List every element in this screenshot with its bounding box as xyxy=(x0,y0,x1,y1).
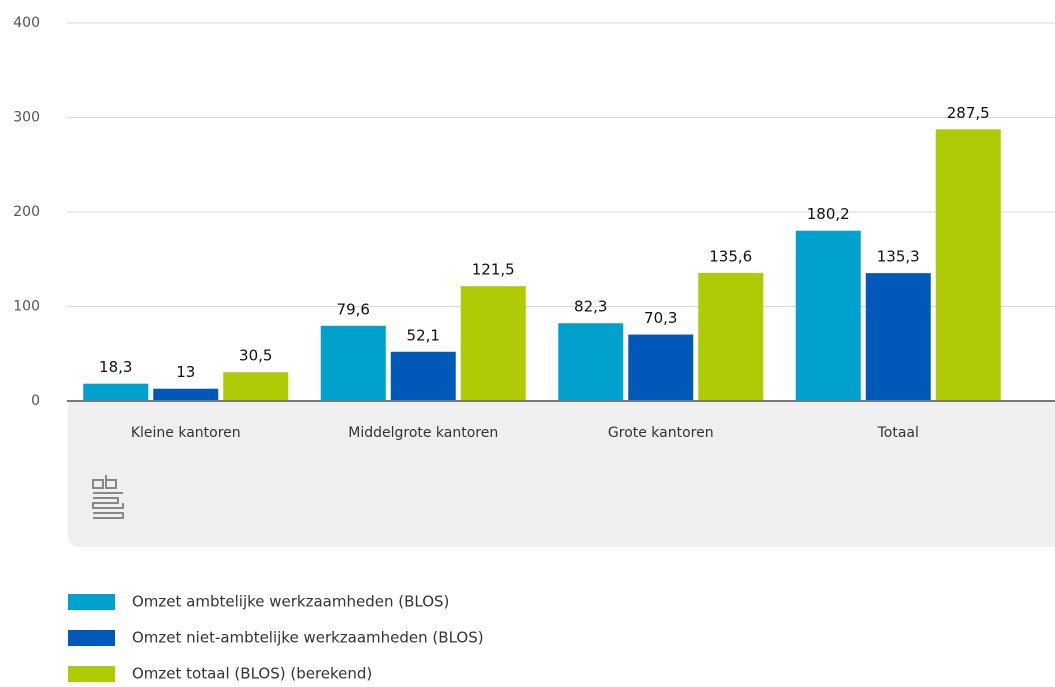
y-tick-label: 100 xyxy=(13,299,40,315)
x-tick-label: Totaal xyxy=(877,425,919,441)
value-label: 13 xyxy=(176,363,195,381)
value-label: 52,1 xyxy=(407,326,440,344)
bar xyxy=(83,383,149,401)
legend-swatch xyxy=(68,594,115,610)
y-tick-label: 400 xyxy=(13,15,40,31)
legend-label: Omzet totaal (BLOS) (berekend) xyxy=(132,665,372,683)
legend-label: Omzet niet-ambtelijke werkzaamheden (BLO… xyxy=(132,629,484,647)
legend-label: Omzet ambtelijke werkzaamheden (BLOS) xyxy=(132,593,449,611)
x-tick-label: Middelgrote kantoren xyxy=(348,425,498,441)
bar xyxy=(795,230,861,401)
value-label: 30,5 xyxy=(239,347,272,365)
value-label: 135,3 xyxy=(877,248,920,266)
bar xyxy=(390,351,456,401)
bar xyxy=(460,286,526,401)
x-tick-label: Grote kantoren xyxy=(608,425,714,441)
bar xyxy=(223,372,289,401)
x-tick-label: Kleine kantoren xyxy=(131,425,241,441)
y-tick-label: 200 xyxy=(13,204,40,220)
value-label: 180,2 xyxy=(807,205,850,223)
category-panel xyxy=(68,401,1055,547)
logo xyxy=(92,475,124,519)
value-label: 135,6 xyxy=(709,247,752,265)
bar xyxy=(558,323,624,401)
value-label: 79,6 xyxy=(337,300,370,318)
bar xyxy=(153,388,219,401)
bar xyxy=(320,325,386,401)
value-label: 287,5 xyxy=(947,104,990,122)
y-tick-label: 0 xyxy=(31,393,40,409)
bar xyxy=(698,272,764,401)
value-label: 70,3 xyxy=(644,309,677,327)
value-label: 18,3 xyxy=(99,358,132,376)
value-label: 82,3 xyxy=(574,298,607,316)
legend-swatch xyxy=(68,630,115,646)
bar xyxy=(935,129,1001,401)
bar xyxy=(865,273,931,401)
y-tick-label: 300 xyxy=(13,110,40,126)
bar xyxy=(628,334,694,401)
legend-swatch xyxy=(68,666,115,682)
value-label: 121,5 xyxy=(472,261,515,279)
